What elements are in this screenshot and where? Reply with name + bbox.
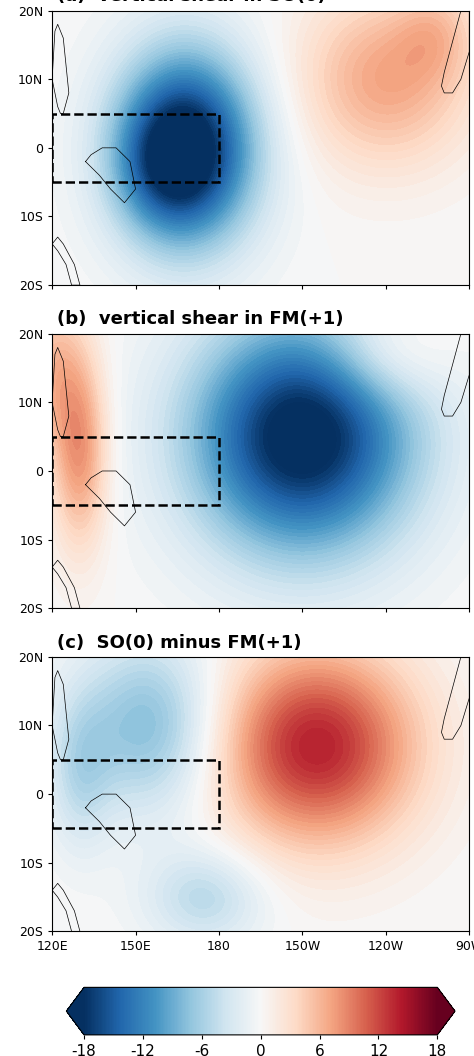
Bar bbox=[52, 437, 219, 506]
PathPatch shape bbox=[438, 987, 455, 1035]
PathPatch shape bbox=[66, 987, 84, 1035]
Bar bbox=[52, 113, 219, 182]
Text: (b)  vertical shear in FM(+1): (b) vertical shear in FM(+1) bbox=[57, 310, 343, 328]
Bar bbox=[52, 760, 219, 828]
Text: (c)  SO(0) minus FM(+1): (c) SO(0) minus FM(+1) bbox=[57, 634, 301, 652]
Text: (a)  vertical shear in SO(0): (a) vertical shear in SO(0) bbox=[57, 0, 326, 5]
